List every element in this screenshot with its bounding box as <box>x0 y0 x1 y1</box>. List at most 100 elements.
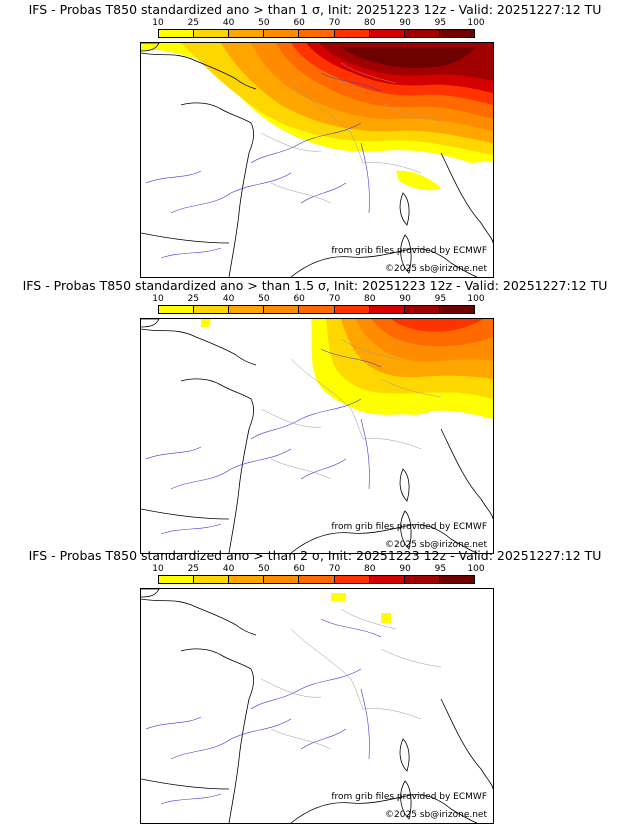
coast-sardinia <box>400 780 412 820</box>
border <box>270 182 332 204</box>
river <box>250 122 362 164</box>
colorbar-tick-label: 90 <box>399 294 411 304</box>
border <box>380 378 442 398</box>
colorbar-tick-label: 70 <box>328 18 341 28</box>
map-panel-1: IFS - Probas T850 standardized ano > tha… <box>0 2 630 278</box>
river <box>250 668 362 710</box>
colorbar-segment <box>333 30 369 37</box>
colorbar-segment <box>403 30 439 37</box>
colorbar-labels: 10 25 40 50 60 70 80 90 95 100 <box>152 564 484 576</box>
colorbar-tick-label: 90 <box>399 18 411 28</box>
river <box>145 446 202 460</box>
border <box>260 132 322 152</box>
border <box>270 458 332 480</box>
colorbar-tick-label: 95 <box>434 564 447 574</box>
river <box>160 793 222 805</box>
rivers <box>145 72 382 259</box>
coast-sardinia <box>400 234 412 274</box>
data-source-credit: from grib files provided by ECMWF <box>331 246 487 256</box>
coast-channel <box>141 328 257 366</box>
colorbar-tick-label: 60 <box>293 564 305 574</box>
coast-corsica <box>399 738 410 772</box>
border <box>270 728 332 750</box>
colorbar-tick-label: 80 <box>364 294 376 304</box>
colorbar-segment <box>193 30 229 37</box>
prob-area-70 <box>391 319 483 332</box>
river <box>250 398 362 440</box>
border <box>340 62 397 84</box>
colorbar-tick-label: 90 <box>399 564 411 574</box>
colorbar-tick-label: 60 <box>293 294 305 304</box>
colorbar-segment <box>193 306 229 313</box>
colorbar-segment <box>298 30 334 37</box>
prob-area-10b <box>396 170 441 191</box>
colorbar-tick-label: 80 <box>364 18 376 28</box>
colorbar-segment <box>368 306 404 313</box>
border <box>340 338 397 360</box>
river <box>300 728 347 750</box>
coast-channel <box>141 598 257 636</box>
border <box>290 82 364 164</box>
colorbar-segment <box>228 306 264 313</box>
colorbar-segment <box>228 576 264 583</box>
coast-channel <box>141 52 257 90</box>
colorbar-tick-label: 40 <box>222 294 235 304</box>
borders <box>260 608 442 750</box>
prob-area-10c <box>201 319 211 327</box>
coast-brittany <box>180 102 255 154</box>
colorbar-segment <box>333 576 369 583</box>
prob-area-10b <box>381 402 431 415</box>
coast-sardinia <box>400 510 412 550</box>
river <box>300 182 347 204</box>
coast-spain <box>141 778 230 790</box>
colorbar-segment <box>159 306 194 313</box>
rivers <box>145 618 382 805</box>
coast-spain <box>141 508 230 520</box>
colorbar-segment <box>298 576 334 583</box>
copyright-notice: ©2025 sb@irizone.net <box>385 810 487 820</box>
coast-italy <box>440 698 493 790</box>
coast-brittany <box>180 648 255 700</box>
probability-shading <box>141 43 493 191</box>
panel-title: IFS - Probas T850 standardized ano > tha… <box>22 278 608 293</box>
river <box>170 448 292 490</box>
border <box>362 162 422 174</box>
river <box>320 348 382 368</box>
colorbar-tick-label: 100 <box>467 294 485 304</box>
map-canvas <box>141 589 493 823</box>
copyright-notice: ©2025 sb@irizone.net <box>385 540 487 550</box>
map-area: from grib files provided by ECMWF ©2025 … <box>140 42 494 278</box>
coast-uk <box>141 589 160 598</box>
colorbar-segment <box>438 306 474 313</box>
river <box>360 418 370 490</box>
colorbar-labels: 10 25 40 50 60 70 80 90 95 100 <box>152 294 484 306</box>
coast-uk <box>141 43 160 52</box>
river <box>360 688 370 760</box>
border <box>290 358 364 440</box>
border <box>340 608 397 630</box>
river <box>170 172 292 214</box>
panel-title: IFS - Probas T850 standardized ano > tha… <box>28 2 602 17</box>
map-area: from grib files provided by ECMWF ©2025 … <box>140 588 494 824</box>
colorbar-tick-label: 40 <box>222 18 235 28</box>
copyright-notice: ©2025 sb@irizone.net <box>385 264 487 274</box>
borders <box>260 62 442 204</box>
colorbar-tick-label: 25 <box>187 294 200 304</box>
river <box>170 718 292 760</box>
coastlines <box>141 319 493 553</box>
data-source-credit: from grib files provided by ECMWF <box>331 522 487 532</box>
colorbar-segment <box>263 576 299 583</box>
colorbar-tick-label: 10 <box>152 294 164 304</box>
prob-area-10 <box>381 613 391 623</box>
border <box>362 708 422 720</box>
colorbar-tick-label: 70 <box>328 564 341 574</box>
colorbar-tick-label: 50 <box>258 18 270 28</box>
colorbar-segment <box>368 30 404 37</box>
rivers <box>145 348 382 535</box>
colorbar <box>158 305 475 314</box>
colorbar-tick-label: 95 <box>434 18 447 28</box>
river <box>160 247 222 259</box>
coast-italy <box>440 152 493 244</box>
map-canvas <box>141 43 493 277</box>
colorbar-tick-label: 70 <box>328 294 341 304</box>
